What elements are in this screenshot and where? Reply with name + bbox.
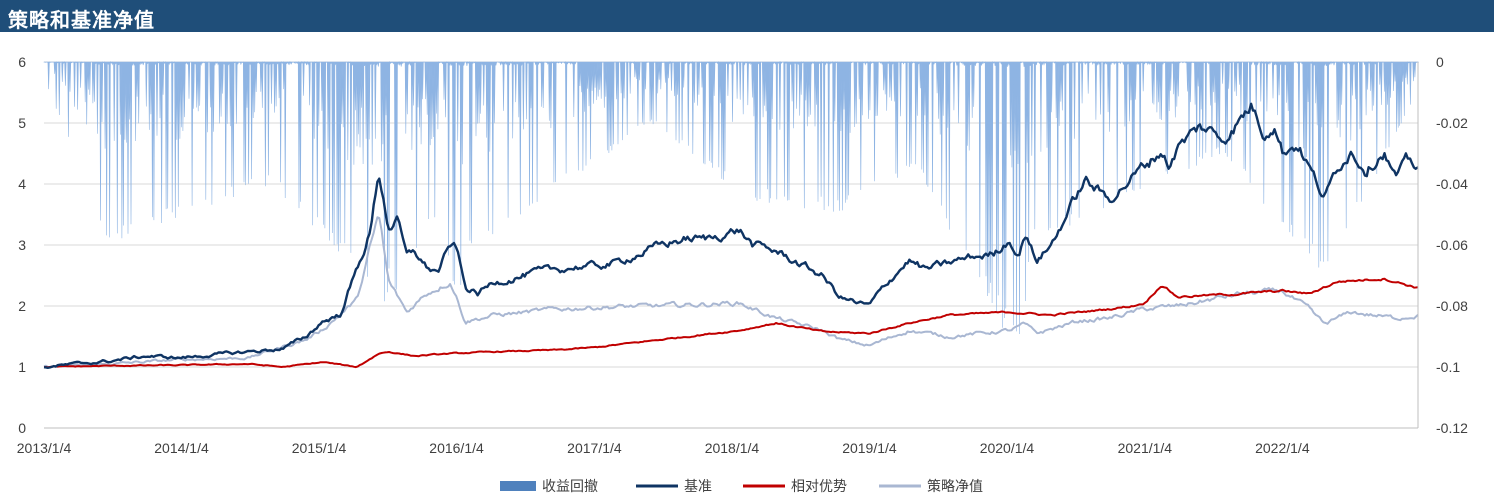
- y-right-tick-label: -0.02: [1436, 115, 1468, 131]
- y-right-tick-label: -0.08: [1436, 298, 1468, 314]
- series-lines: [43, 102, 1419, 369]
- drawdown-series: [43, 60, 1419, 335]
- y-right-tick-label: 0: [1436, 54, 1444, 70]
- y-left-tick-label: 1: [18, 359, 26, 375]
- legend: 收益回撤 基准 相对优势 策略净值: [500, 478, 983, 495]
- y-left-tick-label: 0: [18, 420, 26, 436]
- y-left-tick-label: 3: [18, 237, 26, 253]
- y-left-tick-label: 5: [18, 115, 26, 131]
- legend-label-1: 基准: [684, 478, 712, 495]
- x-tick-label: 2019/1/4: [842, 440, 897, 456]
- y-left-tick-label: 2: [18, 298, 26, 314]
- y-right-tick-label: -0.12: [1436, 420, 1468, 436]
- y-left-tick-label: 4: [18, 176, 26, 192]
- y-right-tick-label: -0.06: [1436, 237, 1468, 253]
- y-right-tick-label: -0.04: [1436, 176, 1468, 192]
- header-bar: 策略和基准净值: [0, 0, 1494, 32]
- x-tick-label: 2022/1/4: [1255, 440, 1310, 456]
- page-title: 策略和基准净值: [8, 8, 155, 32]
- axes: 0 1 2 3 4 5 6 0 -0.02 -0.04 -0.06 -0.08 -0.1 -0.12 201…: [17, 54, 1468, 456]
- y-right-tick-label: -0.1: [1436, 359, 1460, 375]
- legend-swatch-0: [500, 481, 536, 491]
- x-tick-label: 2018/1/4: [705, 440, 760, 456]
- x-tick-label: 2014/1/4: [154, 440, 209, 456]
- x-tick-label: 2020/1/4: [980, 440, 1035, 456]
- series-line-基准: [43, 102, 1419, 369]
- x-tick-label: 2017/1/4: [567, 440, 622, 456]
- drawdown-area: [43, 60, 1419, 335]
- legend-label-2: 相对优势: [791, 479, 847, 495]
- y-left-tick-label: 6: [18, 54, 26, 70]
- legend-label-3: 策略净值: [927, 478, 983, 495]
- x-tick-label: 2016/1/4: [429, 440, 484, 456]
- series-line-相对优势: [43, 277, 1419, 369]
- x-tick-label: 2013/1/4: [17, 440, 72, 456]
- x-tick-label: 2015/1/4: [292, 440, 347, 456]
- x-tick-label: 2021/1/4: [1118, 440, 1173, 456]
- series-line-策略净值: [43, 216, 1419, 369]
- legend-label-0: 收益回撤: [542, 479, 598, 495]
